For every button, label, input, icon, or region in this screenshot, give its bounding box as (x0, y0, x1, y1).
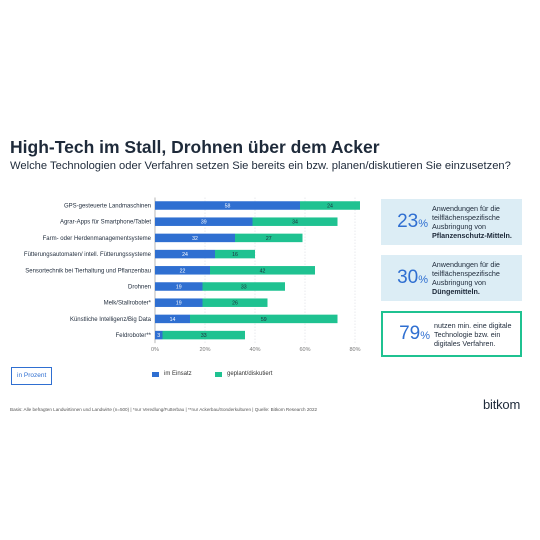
bar-geplant (235, 233, 303, 243)
x-tick-label: 40% (249, 347, 260, 353)
stat-description: nutzen min. eine digitale Technologie bz… (434, 320, 512, 348)
stat-highlight: Düngemitteln. (432, 287, 480, 296)
chart-subtitle: Welche Technologien oder Verfahren setze… (10, 160, 511, 172)
stat-text-digital: nutzen min. eine digitale Technologie bz… (434, 321, 512, 348)
legend-swatch-geplant (215, 371, 222, 377)
x-tick-label: 80% (349, 347, 360, 353)
category-label: Sensortechnik bei Tierhaltung und Pflanz… (25, 268, 151, 274)
bar-geplant (300, 201, 360, 210)
category-label: Agrar-Apps für Smartphone/Tablet (60, 220, 151, 226)
legend-swatch-in-einsatz (152, 371, 159, 377)
bar-in-einsatz (155, 233, 235, 243)
category-label: Fütterungsautomaten/ intell. Fütterungss… (24, 252, 152, 258)
bar-value-label: 22 (180, 268, 186, 274)
bar-value-label: 19 (176, 301, 182, 307)
bar-geplant (252, 217, 338, 226)
source-footnote: Basis: Alle befragten Landwirtinnen und … (10, 407, 318, 412)
legend-label-geplant: geplant/diskutiert (227, 371, 273, 377)
stat-number: 30 (397, 267, 419, 288)
bar-value-label: 59 (261, 317, 267, 323)
bar-in-einsatz (155, 298, 203, 307)
stat-value-digital: 79% (383, 323, 434, 345)
bar-value-label: 34 (292, 220, 298, 226)
stat-description: Anwendungen für die teilflächenspezifisc… (432, 204, 500, 231)
legend-label-in-einsatz: im Einsatz (164, 371, 192, 377)
bar-geplant (210, 266, 315, 275)
bar-value-label: 58 (225, 204, 231, 210)
bar-value-label: 42 (260, 268, 266, 274)
category-label: GPS-gesteuerte Landmaschinen (64, 204, 151, 210)
bar-value-label: 27 (266, 236, 272, 242)
bitkom-logo: bitkom (483, 397, 521, 412)
category-label: Farm- oder Herdenmanagementsysteme (43, 236, 152, 242)
bar-value-label: 16 (232, 252, 238, 258)
stat-value-duengemittel: 30% (381, 267, 432, 289)
bar-geplant (215, 249, 255, 259)
bar-value-label: 24 (182, 252, 188, 258)
bar-value-label: 3 (157, 333, 160, 339)
bar-value-label: 26 (232, 301, 238, 307)
category-label: Drohnen (128, 285, 151, 291)
bar-in-einsatz (155, 217, 253, 226)
stat-description: Anwendungen für die teilflächenspezifisc… (432, 260, 500, 287)
stat-number: 23 (397, 211, 419, 232)
unit-label: in Prozent (11, 367, 53, 385)
bar-geplant (202, 298, 268, 307)
x-tick-label: 0% (151, 347, 159, 353)
bar-geplant (190, 314, 338, 324)
bar-value-label: 33 (201, 333, 207, 339)
category-label: Melk/Stallroboter* (104, 301, 152, 307)
stat-value-pflanzenschutz: 23% (381, 211, 432, 233)
bar-in-einsatz (155, 330, 163, 340)
bar-in-einsatz (155, 201, 300, 210)
bar-in-einsatz (155, 249, 215, 259)
bar-value-label: 39 (201, 220, 207, 226)
stat-text-pflanzenschutz: Anwendungen für die teilflächenspezifisc… (432, 204, 522, 240)
stat-number: 79 (399, 323, 421, 344)
stat-text-duengemittel: Anwendungen für die teilflächenspezifisc… (432, 260, 522, 296)
bar-geplant (162, 330, 245, 340)
stat-unit: % (418, 274, 428, 286)
chart-title: High-Tech im Stall, Drohnen über dem Ack… (10, 137, 380, 157)
category-label: Feldroboter** (116, 333, 152, 339)
x-tick-label: 60% (299, 347, 310, 353)
bar-geplant (202, 282, 285, 291)
bar-in-einsatz (155, 266, 210, 275)
bar-value-label: 32 (192, 236, 198, 242)
bar-in-einsatz (155, 314, 190, 324)
bar-in-einsatz (155, 282, 203, 291)
stat-box-duengemittel: 30% Anwendungen für die teilflächenspezi… (381, 255, 522, 301)
category-label: Künstliche Intelligenz/Big Data (70, 317, 152, 323)
x-tick-label: 20% (199, 347, 210, 353)
stat-unit: % (420, 330, 430, 342)
legend-geplant: geplant/diskutiert (215, 371, 272, 377)
legend-in-einsatz: im Einsatz (152, 371, 192, 377)
stat-highlight: Pflanzenschutz-Mitteln. (432, 231, 512, 240)
stat-unit: % (418, 218, 428, 230)
bar-value-label: 24 (327, 204, 333, 210)
stat-box-digital: 79% nutzen min. eine digitale Technologi… (381, 311, 522, 357)
bar-value-label: 19 (176, 285, 182, 291)
bar-value-label: 14 (170, 317, 176, 323)
stat-box-pflanzenschutz: 23% Anwendungen für die teilflächenspezi… (381, 199, 522, 245)
bar-value-label: 33 (241, 285, 247, 291)
